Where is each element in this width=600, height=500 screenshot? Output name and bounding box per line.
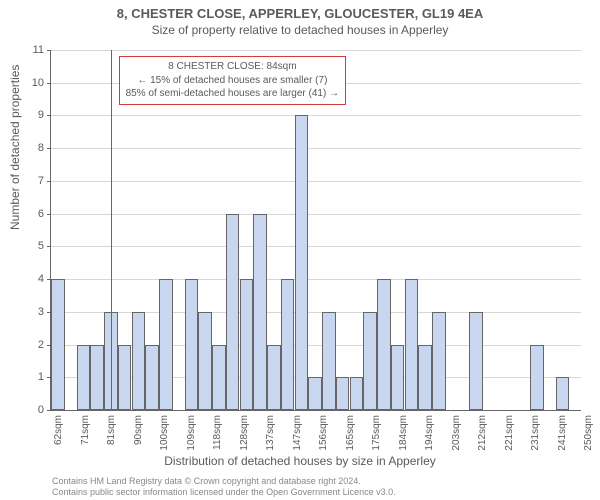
y-tick-label: 10 [24, 77, 44, 89]
histogram-bar [336, 377, 349, 410]
y-tick-label: 4 [24, 273, 44, 285]
histogram-bar [118, 345, 131, 410]
histogram-bar [350, 377, 363, 410]
annotation-box: 8 CHESTER CLOSE: 84sqm ← 15% of detached… [119, 56, 346, 105]
histogram-bar [132, 312, 145, 410]
y-tick-label: 5 [24, 240, 44, 252]
y-tick-label: 11 [24, 44, 44, 56]
y-tick-label: 8 [24, 142, 44, 154]
histogram-bar [322, 312, 335, 410]
histogram-bar [226, 214, 239, 410]
histogram-bar [308, 377, 321, 410]
histogram-bar [281, 279, 294, 410]
histogram-bar [377, 279, 390, 410]
histogram-bar [185, 279, 198, 410]
plot-frame: 8 CHESTER CLOSE: 84sqm ← 15% of detached… [50, 50, 581, 411]
y-tick-label: 7 [24, 175, 44, 187]
histogram-bar [556, 377, 569, 410]
x-axis-label: Distribution of detached houses by size … [0, 454, 600, 468]
histogram-bar [391, 345, 404, 410]
y-tick-label: 0 [24, 404, 44, 416]
chart-title-main: 8, CHESTER CLOSE, APPERLEY, GLOUCESTER, … [0, 0, 600, 21]
histogram-bar [432, 312, 445, 410]
histogram-bar [145, 345, 158, 410]
y-tick-label: 3 [24, 306, 44, 318]
y-tick-label: 6 [24, 208, 44, 220]
annotation-line2: ← 15% of detached houses are smaller (7) [126, 74, 339, 88]
histogram-bar [418, 345, 431, 410]
annotation-line3: 85% of semi-detached houses are larger (… [126, 87, 339, 101]
histogram-bar [240, 279, 253, 410]
y-tick-label: 2 [24, 339, 44, 351]
histogram-bar [90, 345, 103, 410]
histogram-bar [363, 312, 376, 410]
histogram-bar [405, 279, 418, 410]
footer-line1: Contains HM Land Registry data © Crown c… [52, 476, 396, 487]
chart-title-sub: Size of property relative to detached ho… [0, 21, 600, 37]
y-axis-label: Number of detached properties [8, 65, 22, 230]
histogram-bar [530, 345, 543, 410]
y-tick-label: 9 [24, 109, 44, 121]
histogram-bar [77, 345, 90, 410]
histogram-bar [212, 345, 225, 410]
histogram-bar [267, 345, 280, 410]
y-tick-label: 1 [24, 371, 44, 383]
footer-attribution: Contains HM Land Registry data © Crown c… [52, 476, 396, 499]
histogram-bar [51, 279, 64, 410]
histogram-bar [469, 312, 482, 410]
histogram-bar [198, 312, 211, 410]
reference-line [111, 50, 112, 410]
chart-area: 8 CHESTER CLOSE: 84sqm ← 15% of detached… [50, 50, 580, 410]
histogram-bar [159, 279, 172, 410]
footer-line2: Contains public sector information licen… [52, 487, 396, 498]
histogram-bar [253, 214, 266, 410]
annotation-line1: 8 CHESTER CLOSE: 84sqm [126, 60, 339, 74]
histogram-bar [295, 115, 308, 410]
